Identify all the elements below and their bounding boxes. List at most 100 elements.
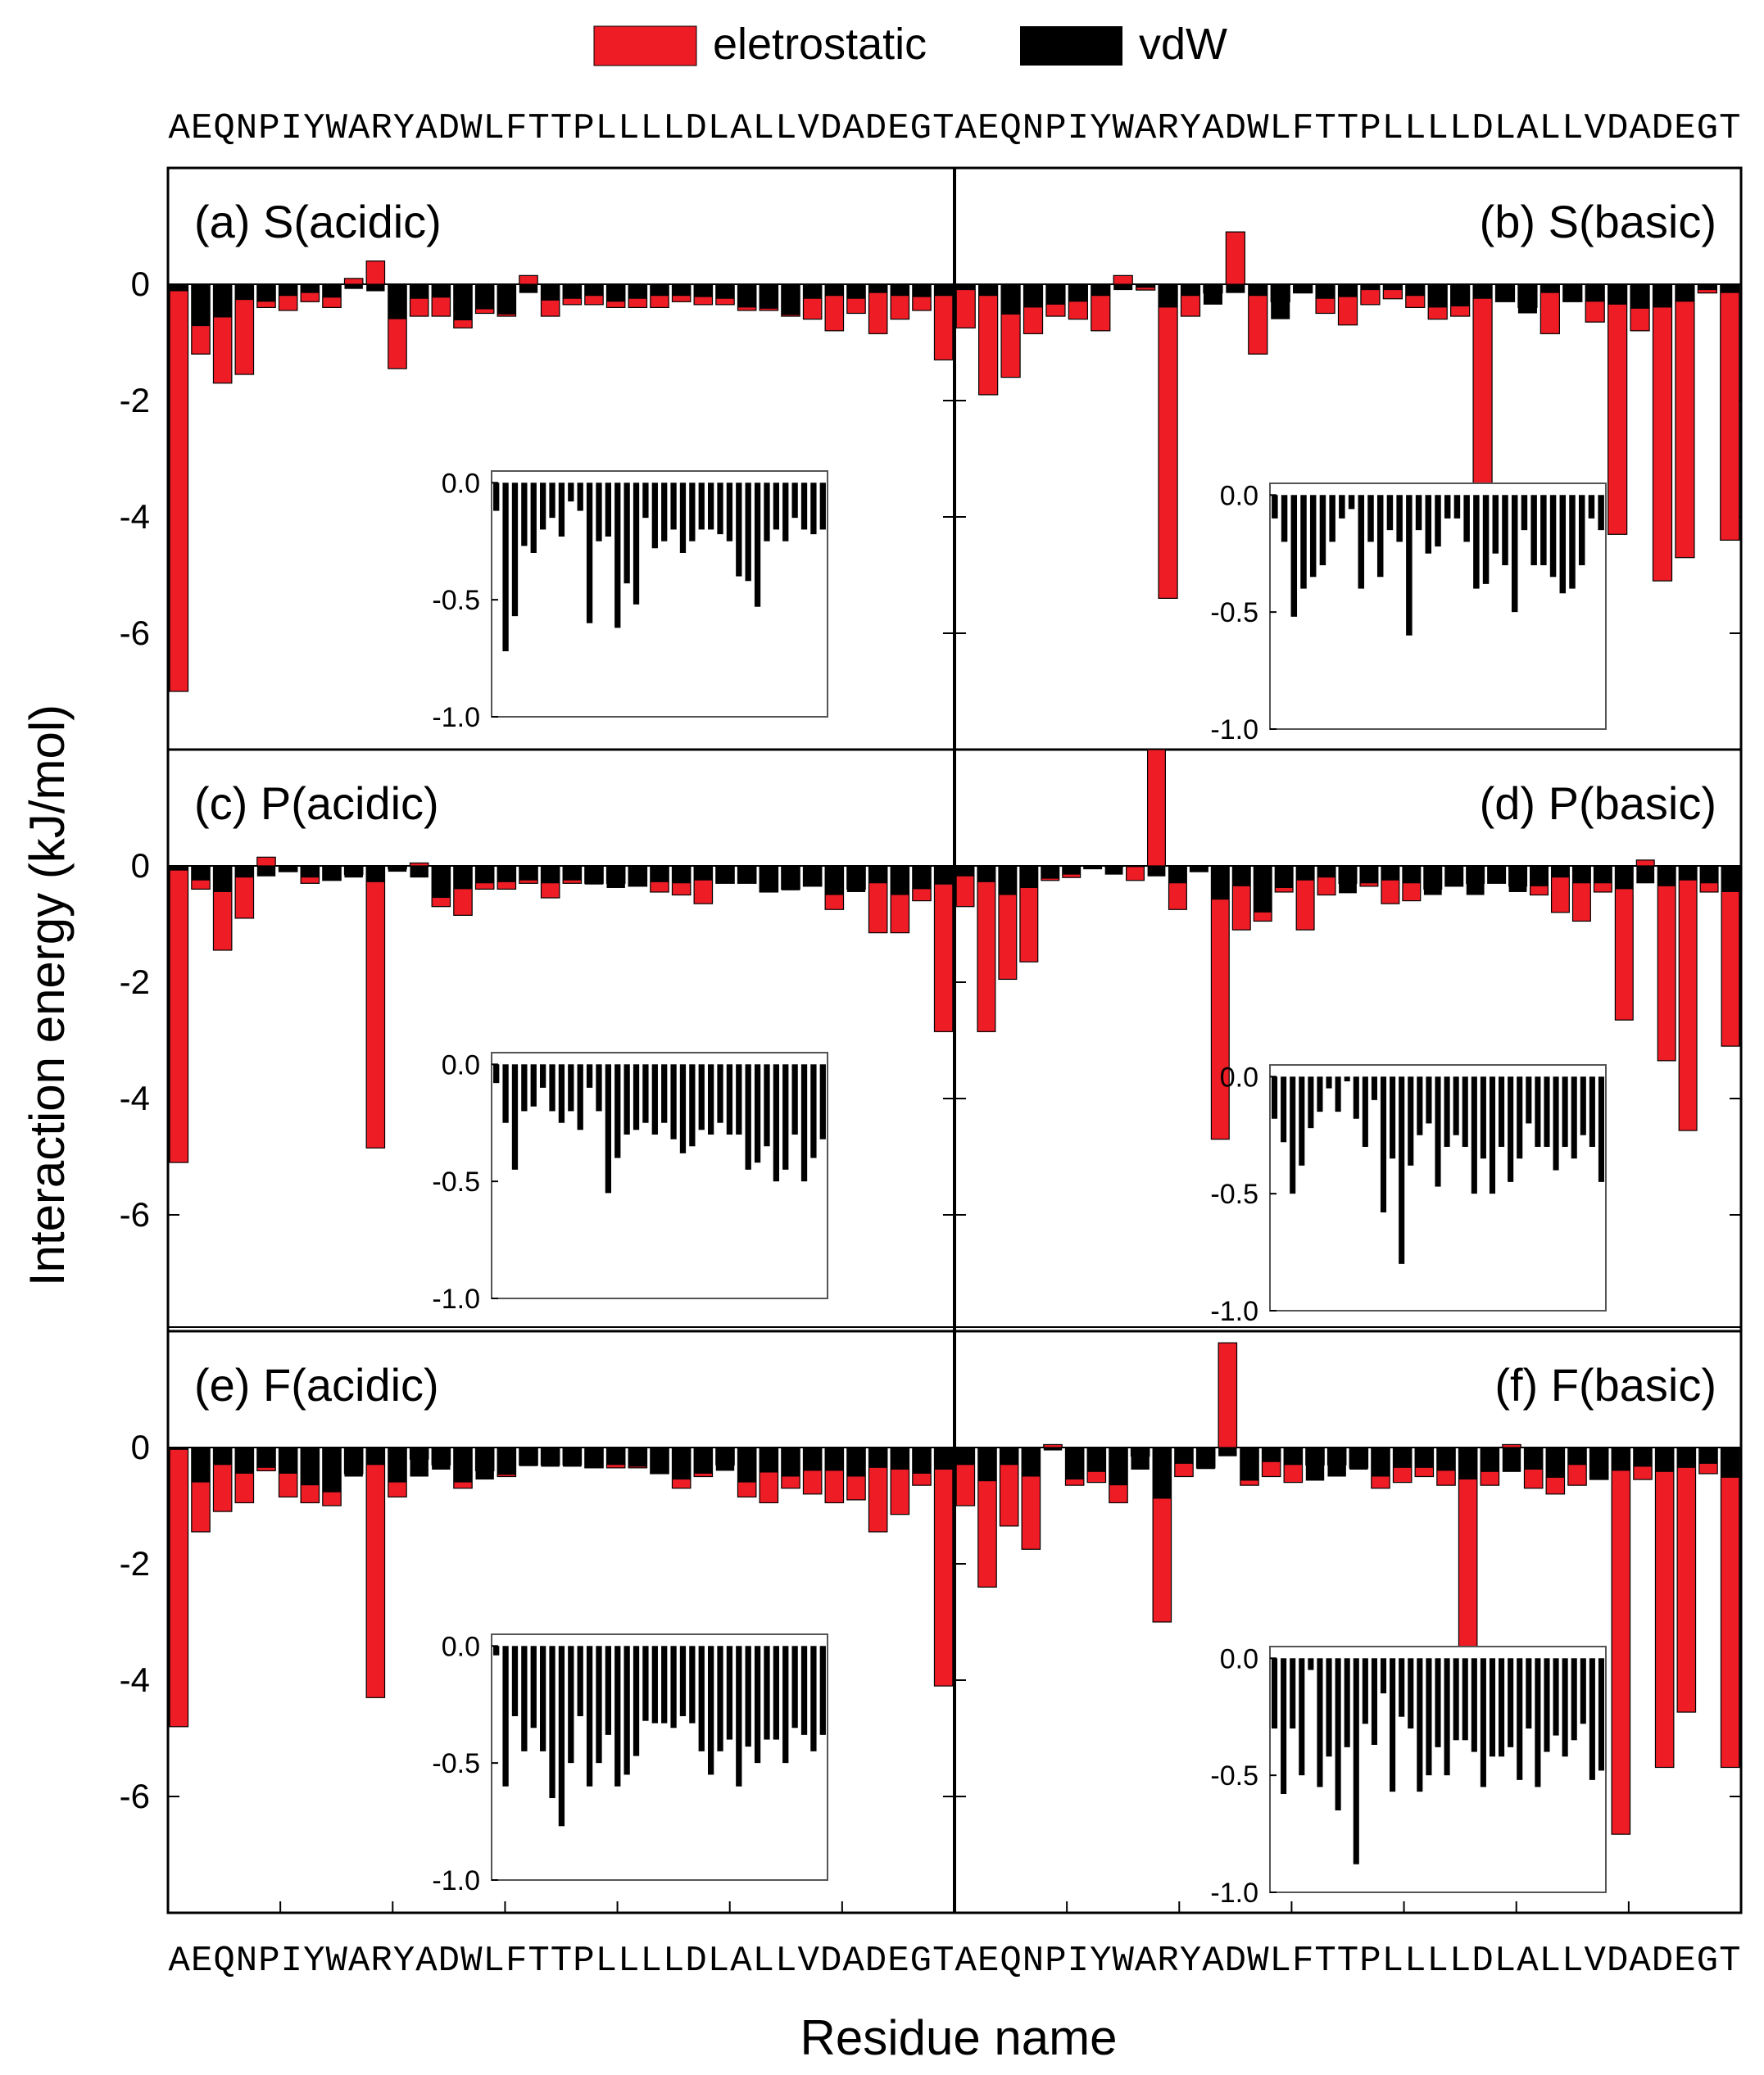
- vdw-bar: [672, 284, 691, 297]
- residue-label: T: [528, 108, 549, 149]
- inset-vdw-bar: [1272, 495, 1278, 519]
- inset-vdw-bar: [1319, 495, 1326, 565]
- vdw-bar: [1104, 866, 1123, 875]
- inset-vdw-bar: [1390, 1076, 1396, 1159]
- panel-label: (b) S(basic): [1480, 196, 1716, 247]
- vdw-bar: [737, 866, 756, 884]
- residue-label: P: [258, 108, 279, 149]
- residue-label: L: [1494, 1941, 1516, 1982]
- inset-vdw-bar: [1598, 1658, 1605, 1771]
- residue-label: L: [483, 1941, 505, 1982]
- vdw-bar: [912, 866, 932, 890]
- residue-label: P: [573, 1941, 594, 1982]
- vdw-bar: [1487, 866, 1506, 884]
- inset-vdw-bar: [1499, 1658, 1505, 1757]
- residue-label: P: [258, 1941, 279, 1982]
- electrostatic-bar: [1218, 1342, 1238, 1448]
- inset-vdw-bar: [1444, 495, 1451, 519]
- vdw-bar: [781, 1448, 800, 1477]
- vdw-bar: [563, 866, 582, 881]
- inset-vdw-bar: [1489, 1658, 1496, 1757]
- vdw-bar: [868, 866, 887, 884]
- inset-tick-label: 0.0: [442, 1631, 480, 1662]
- y-tick-label: -2: [120, 963, 150, 1001]
- vdw-bar: [650, 1448, 669, 1474]
- inset-vdw-bar: [577, 1646, 583, 1716]
- inset-vdw-bar: [1308, 1658, 1314, 1670]
- inset-vdw-bar: [502, 1646, 509, 1787]
- electrostatic-bar: [1654, 1447, 1675, 1769]
- vdw-bar: [279, 866, 297, 872]
- inset-vdw-bar: [1544, 1076, 1550, 1147]
- residue-label: P: [1359, 108, 1381, 149]
- residue-label: D: [438, 108, 460, 149]
- inset-vdw-bar: [549, 1064, 556, 1112]
- inset-vdw-bar: [717, 483, 723, 535]
- inset-vdw-bar: [1589, 1076, 1595, 1147]
- electrostatic-bar: [1652, 283, 1673, 582]
- electrostatic-bar: [1472, 283, 1493, 503]
- inset-tick-label: -0.5: [432, 1167, 480, 1198]
- residue-label: L: [618, 108, 639, 149]
- inset-vdw-bar: [679, 1646, 687, 1716]
- vdw-bar: [1317, 866, 1335, 878]
- residue-label: W: [460, 108, 483, 149]
- vdw-bar: [410, 1448, 429, 1477]
- residue-label: R: [370, 1941, 392, 1982]
- electrostatic-bar: [955, 283, 976, 328]
- inset-tick-label: -0.5: [1210, 1760, 1258, 1792]
- vdw-bar: [301, 866, 320, 878]
- inset-vdw-bar: [1511, 495, 1518, 613]
- vdw-bar: [322, 866, 342, 881]
- residue-label: L: [1449, 108, 1471, 149]
- inset-vdw-bar: [1390, 1658, 1396, 1792]
- vdw-bar: [1721, 1448, 1739, 1478]
- vdw-bar: [825, 866, 844, 895]
- residue-label: Q: [213, 108, 234, 149]
- inset-vdw-bar: [791, 1064, 798, 1135]
- inset-vdw-bar: [791, 483, 798, 519]
- inset-tick-label: -1.0: [1210, 1878, 1258, 1909]
- inset-vdw-bar: [1335, 1658, 1341, 1810]
- electrostatic-bar: [1146, 749, 1166, 867]
- vdw-bar: [1284, 1448, 1303, 1466]
- vdw-bar: [998, 866, 1017, 895]
- electrostatic-bar: [169, 865, 189, 1163]
- vdw-bar: [1091, 284, 1110, 297]
- electrostatic-bar: [409, 862, 429, 867]
- panel-label: (c) P(acidic): [194, 777, 439, 829]
- inset-vdw-bar: [1353, 1076, 1359, 1119]
- legend-vdw-swatch: [1020, 26, 1122, 66]
- vdw-bar: [694, 1448, 713, 1474]
- inset-vdw-bar: [670, 1646, 677, 1728]
- vdw-bar: [432, 866, 451, 899]
- residue-label: L: [1540, 1941, 1561, 1982]
- vdw-bar: [1612, 1448, 1630, 1471]
- residue-label: W: [1247, 1941, 1269, 1982]
- y-tick-label: -4: [120, 1079, 150, 1117]
- y-tick-label: -6: [120, 1195, 150, 1234]
- inset-vdw-bar: [707, 483, 714, 530]
- inset-vdw-bar: [651, 1646, 658, 1724]
- residue-label: T: [932, 1941, 954, 1982]
- inset-vdw-bar: [773, 1646, 780, 1740]
- vdw-bar: [1109, 1448, 1128, 1486]
- vdw-bar: [344, 284, 363, 289]
- inset-vdw-bar: [549, 483, 556, 519]
- residue-label: A: [1202, 1941, 1224, 1982]
- inset-vdw-bar: [819, 483, 826, 530]
- electrostatic-bar: [1126, 865, 1145, 881]
- vdw-bar: [1019, 866, 1038, 888]
- vdw-bar: [694, 866, 713, 881]
- vdw-bar: [584, 866, 604, 885]
- vdw-bar: [803, 866, 822, 886]
- electrostatic-bar: [933, 865, 954, 1032]
- vdw-bar: [235, 284, 254, 301]
- inset-vdw-bar: [810, 1064, 817, 1158]
- inset-vdw-bar: [736, 1064, 742, 1135]
- vdw-bar: [934, 1448, 953, 1470]
- y-axis-title: Interaction energy (kJ/mol): [20, 705, 75, 1286]
- inset-vdw-bar: [1482, 495, 1490, 584]
